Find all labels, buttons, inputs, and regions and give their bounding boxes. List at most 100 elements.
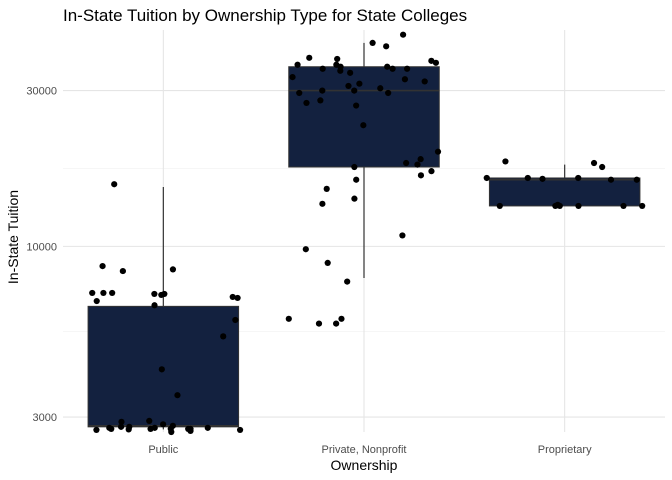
y-tick-label: 10000 <box>26 241 57 253</box>
data-point <box>639 202 646 210</box>
data-point <box>421 78 428 85</box>
y-tick-label: 30000 <box>26 86 57 98</box>
data-point <box>351 195 358 202</box>
data-point <box>285 315 292 322</box>
data-point <box>353 102 360 109</box>
data-point <box>167 425 174 432</box>
data-point <box>158 366 165 373</box>
data-point <box>483 174 490 182</box>
data-point <box>599 163 606 171</box>
data-point <box>633 176 640 183</box>
data-point <box>351 163 358 171</box>
x-tick-label: Public <box>148 444 178 456</box>
data-point <box>229 293 236 301</box>
y-axis-title: In-State Tuition <box>5 190 21 284</box>
data-point <box>417 172 425 179</box>
data-point <box>187 427 194 435</box>
data-point <box>414 161 421 168</box>
data-point <box>344 278 351 285</box>
data-point <box>93 426 100 434</box>
data-point <box>111 181 118 188</box>
data-point <box>109 289 116 297</box>
data-point <box>232 316 239 324</box>
data-point <box>169 266 177 273</box>
chart-title: In-State Tuition by Ownership Type for S… <box>63 6 467 25</box>
data-point <box>401 76 409 83</box>
data-point <box>575 174 582 182</box>
data-point <box>496 202 503 210</box>
data-point <box>302 246 309 253</box>
data-point <box>333 320 340 327</box>
x-tick-label: Proprietary <box>538 444 592 456</box>
points <box>89 31 646 436</box>
data-point <box>385 89 392 97</box>
data-point <box>151 302 158 309</box>
data-point <box>108 425 115 432</box>
data-point <box>575 202 582 210</box>
data-point <box>319 87 326 94</box>
box-body <box>87 305 240 428</box>
data-point <box>337 67 344 74</box>
data-point <box>333 61 340 68</box>
data-point <box>389 65 396 72</box>
data-point <box>334 55 341 63</box>
box-private-nonprofit <box>288 42 440 279</box>
data-point <box>620 202 627 210</box>
data-point <box>151 424 158 431</box>
data-point <box>428 168 435 175</box>
data-point <box>234 294 241 302</box>
data-point <box>220 333 227 340</box>
data-point <box>151 290 158 298</box>
box-body <box>488 177 641 207</box>
data-point <box>338 315 345 322</box>
data-point <box>432 59 440 66</box>
data-point <box>502 158 509 165</box>
data-point <box>347 69 354 76</box>
data-point <box>204 424 211 431</box>
data-point <box>100 289 107 297</box>
data-point <box>590 159 598 167</box>
data-point <box>434 148 442 155</box>
data-point <box>89 289 96 297</box>
data-point <box>323 185 330 192</box>
data-point <box>93 297 100 305</box>
data-point <box>303 99 310 107</box>
data-point <box>524 174 531 182</box>
y-axis-ticks: 3000 10000 30000 <box>26 86 57 424</box>
data-point <box>319 65 326 72</box>
data-point <box>324 259 331 266</box>
data-point <box>399 232 406 239</box>
box-public <box>87 186 240 430</box>
data-point <box>539 175 546 182</box>
data-point <box>317 97 324 104</box>
box-proprietary <box>488 164 641 207</box>
x-axis-title: Ownership <box>331 457 398 473</box>
data-point <box>296 89 303 97</box>
data-point <box>404 65 411 72</box>
data-point <box>351 87 358 94</box>
data-point <box>383 43 390 50</box>
data-point <box>345 82 352 90</box>
boxes <box>87 42 641 430</box>
data-point <box>384 63 391 70</box>
data-point <box>306 54 313 61</box>
data-point <box>117 423 125 430</box>
data-point <box>289 73 296 81</box>
data-point <box>417 156 424 163</box>
x-axis-ticks: Public Private, Nonprofit Proprietary <box>148 444 592 456</box>
data-point <box>174 392 181 399</box>
data-point <box>294 61 301 68</box>
data-point <box>360 122 367 129</box>
data-point <box>99 263 106 270</box>
data-point <box>556 202 563 210</box>
data-point <box>158 291 165 299</box>
data-point <box>146 417 153 424</box>
data-point <box>403 159 410 167</box>
x-tick-label: Private, Nonprofit <box>322 444 407 456</box>
data-point <box>353 176 360 183</box>
y-tick-label: 3000 <box>33 412 57 424</box>
data-point <box>607 176 615 183</box>
data-point <box>160 421 167 428</box>
data-point <box>125 426 132 433</box>
data-point <box>236 426 244 434</box>
